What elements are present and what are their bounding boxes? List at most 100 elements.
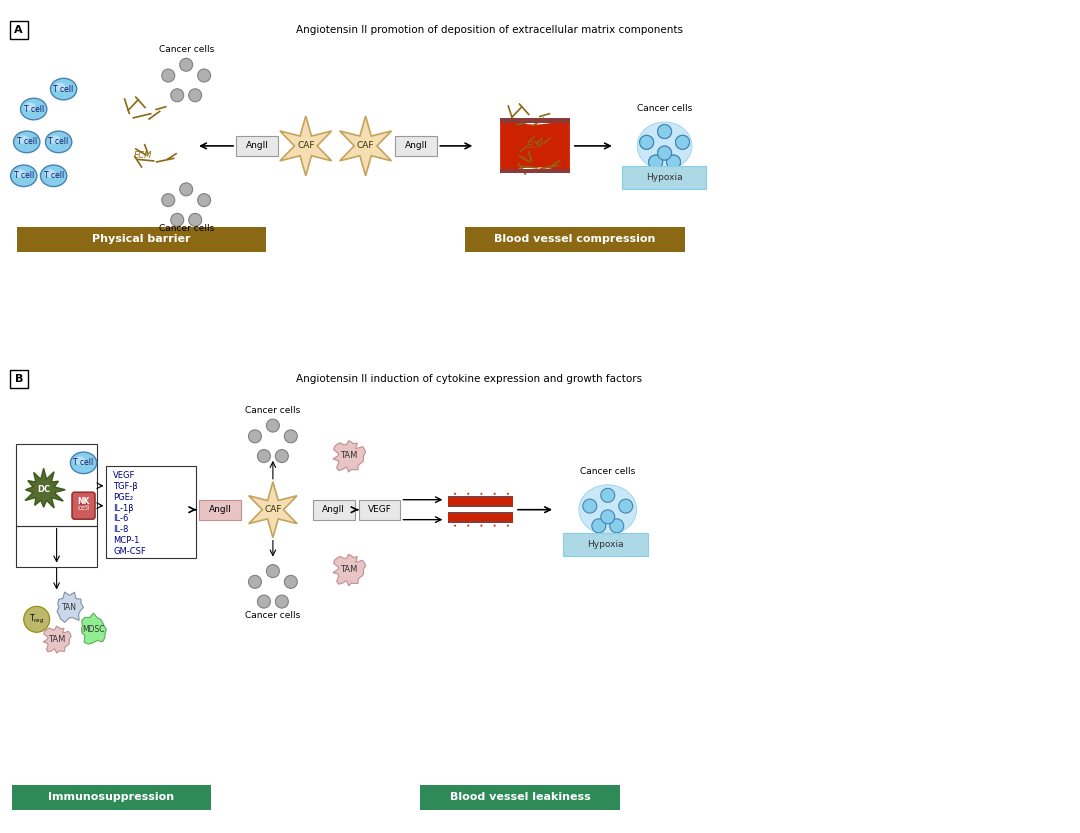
Polygon shape [25, 468, 65, 508]
Bar [465, 227, 685, 252]
Circle shape [284, 430, 297, 443]
Circle shape [85, 502, 87, 505]
Bar [448, 521, 513, 523]
Circle shape [658, 125, 672, 138]
Circle shape [248, 430, 261, 443]
Text: PGE₂: PGE₂ [113, 493, 134, 501]
Bar [448, 512, 513, 514]
Text: CAF: CAF [297, 142, 314, 151]
Bar [10, 22, 28, 39]
Text: TAM: TAM [340, 565, 357, 574]
Circle shape [275, 450, 288, 462]
Circle shape [189, 89, 202, 102]
Polygon shape [248, 481, 297, 537]
Ellipse shape [17, 135, 28, 144]
Circle shape [85, 506, 87, 509]
Ellipse shape [21, 98, 46, 120]
Bar [500, 169, 570, 173]
Bar [237, 136, 278, 156]
Ellipse shape [50, 135, 60, 144]
Text: Physical barrier: Physical barrier [92, 234, 190, 244]
Bar [359, 500, 401, 520]
Text: Hypoxia: Hypoxia [586, 540, 623, 549]
Text: TAM: TAM [340, 451, 357, 461]
Circle shape [275, 595, 288, 608]
Bar [10, 370, 28, 388]
Circle shape [248, 576, 261, 588]
Text: A: A [14, 25, 23, 35]
Circle shape [666, 155, 680, 169]
Circle shape [658, 125, 672, 138]
Circle shape [284, 576, 297, 588]
Text: T cell: T cell [16, 137, 37, 147]
Bar [16, 526, 97, 567]
Ellipse shape [51, 78, 77, 100]
Circle shape [639, 135, 653, 149]
Text: cell: cell [78, 505, 90, 511]
Bar [199, 500, 241, 520]
Circle shape [179, 58, 192, 72]
Text: Hypoxia: Hypoxia [646, 172, 683, 182]
Text: T cell: T cell [49, 137, 69, 147]
Circle shape [649, 155, 663, 169]
Circle shape [198, 69, 211, 82]
Ellipse shape [579, 485, 637, 535]
Polygon shape [280, 116, 332, 176]
Text: AngII: AngII [208, 505, 231, 514]
Bar [500, 118, 570, 123]
Text: T cell: T cell [54, 85, 73, 93]
Polygon shape [333, 554, 366, 586]
Bar [448, 512, 513, 523]
Polygon shape [43, 626, 71, 653]
Text: T cell: T cell [43, 172, 64, 180]
Text: DC: DC [37, 486, 51, 494]
Circle shape [171, 89, 184, 102]
Bar [563, 532, 648, 556]
Text: NK: NK [78, 497, 90, 506]
Circle shape [162, 193, 175, 207]
Circle shape [257, 450, 270, 462]
Text: TGF-β: TGF-β [113, 482, 138, 491]
Circle shape [179, 183, 192, 196]
Text: IL-8: IL-8 [113, 525, 129, 534]
Text: CAF: CAF [356, 142, 375, 151]
Text: Immunosuppression: Immunosuppression [49, 792, 175, 802]
Circle shape [676, 135, 689, 149]
Circle shape [592, 519, 606, 533]
Text: T cell: T cell [14, 172, 33, 180]
Circle shape [649, 155, 663, 169]
Text: AngII: AngII [322, 505, 346, 514]
Circle shape [82, 506, 84, 509]
Text: AngII: AngII [245, 142, 269, 151]
Bar [395, 136, 437, 156]
Text: Cancer cells: Cancer cells [159, 45, 214, 54]
Text: T cell: T cell [24, 104, 44, 113]
Circle shape [600, 510, 615, 524]
Bar [17, 227, 266, 252]
Bar [448, 506, 513, 507]
Bar [420, 785, 620, 810]
Ellipse shape [75, 456, 85, 465]
Circle shape [171, 213, 184, 227]
Bar [313, 500, 354, 520]
Text: GM-CSF: GM-CSF [113, 546, 146, 556]
Ellipse shape [15, 169, 26, 177]
Circle shape [583, 499, 597, 513]
Bar [12, 785, 211, 810]
Circle shape [600, 488, 615, 502]
Circle shape [658, 146, 672, 160]
Text: ECM: ECM [527, 142, 543, 151]
Ellipse shape [44, 169, 55, 177]
Bar [622, 166, 706, 189]
Text: IL-1β: IL-1β [113, 504, 134, 512]
Text: T cell: T cell [73, 458, 94, 467]
Polygon shape [340, 116, 391, 176]
Ellipse shape [70, 452, 97, 474]
Text: AngII: AngII [405, 142, 428, 151]
Ellipse shape [11, 165, 37, 187]
Ellipse shape [55, 82, 66, 91]
Circle shape [80, 506, 82, 509]
Circle shape [610, 519, 624, 533]
Bar [448, 496, 513, 507]
Text: MCP-1: MCP-1 [113, 536, 139, 545]
